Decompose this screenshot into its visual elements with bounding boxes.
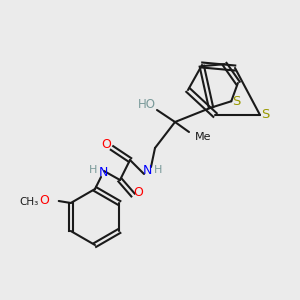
Text: S: S [232, 95, 241, 108]
Text: HO: HO [138, 98, 156, 110]
Text: H: H [154, 165, 162, 175]
Text: Me: Me [195, 132, 211, 142]
Text: N: N [98, 166, 108, 178]
Text: H: H [89, 165, 97, 175]
Text: N: N [142, 164, 152, 176]
Text: O: O [133, 185, 143, 199]
Text: CH₃: CH₃ [20, 197, 39, 207]
Text: O: O [101, 139, 111, 152]
Text: S: S [261, 109, 269, 122]
Text: O: O [39, 194, 49, 208]
